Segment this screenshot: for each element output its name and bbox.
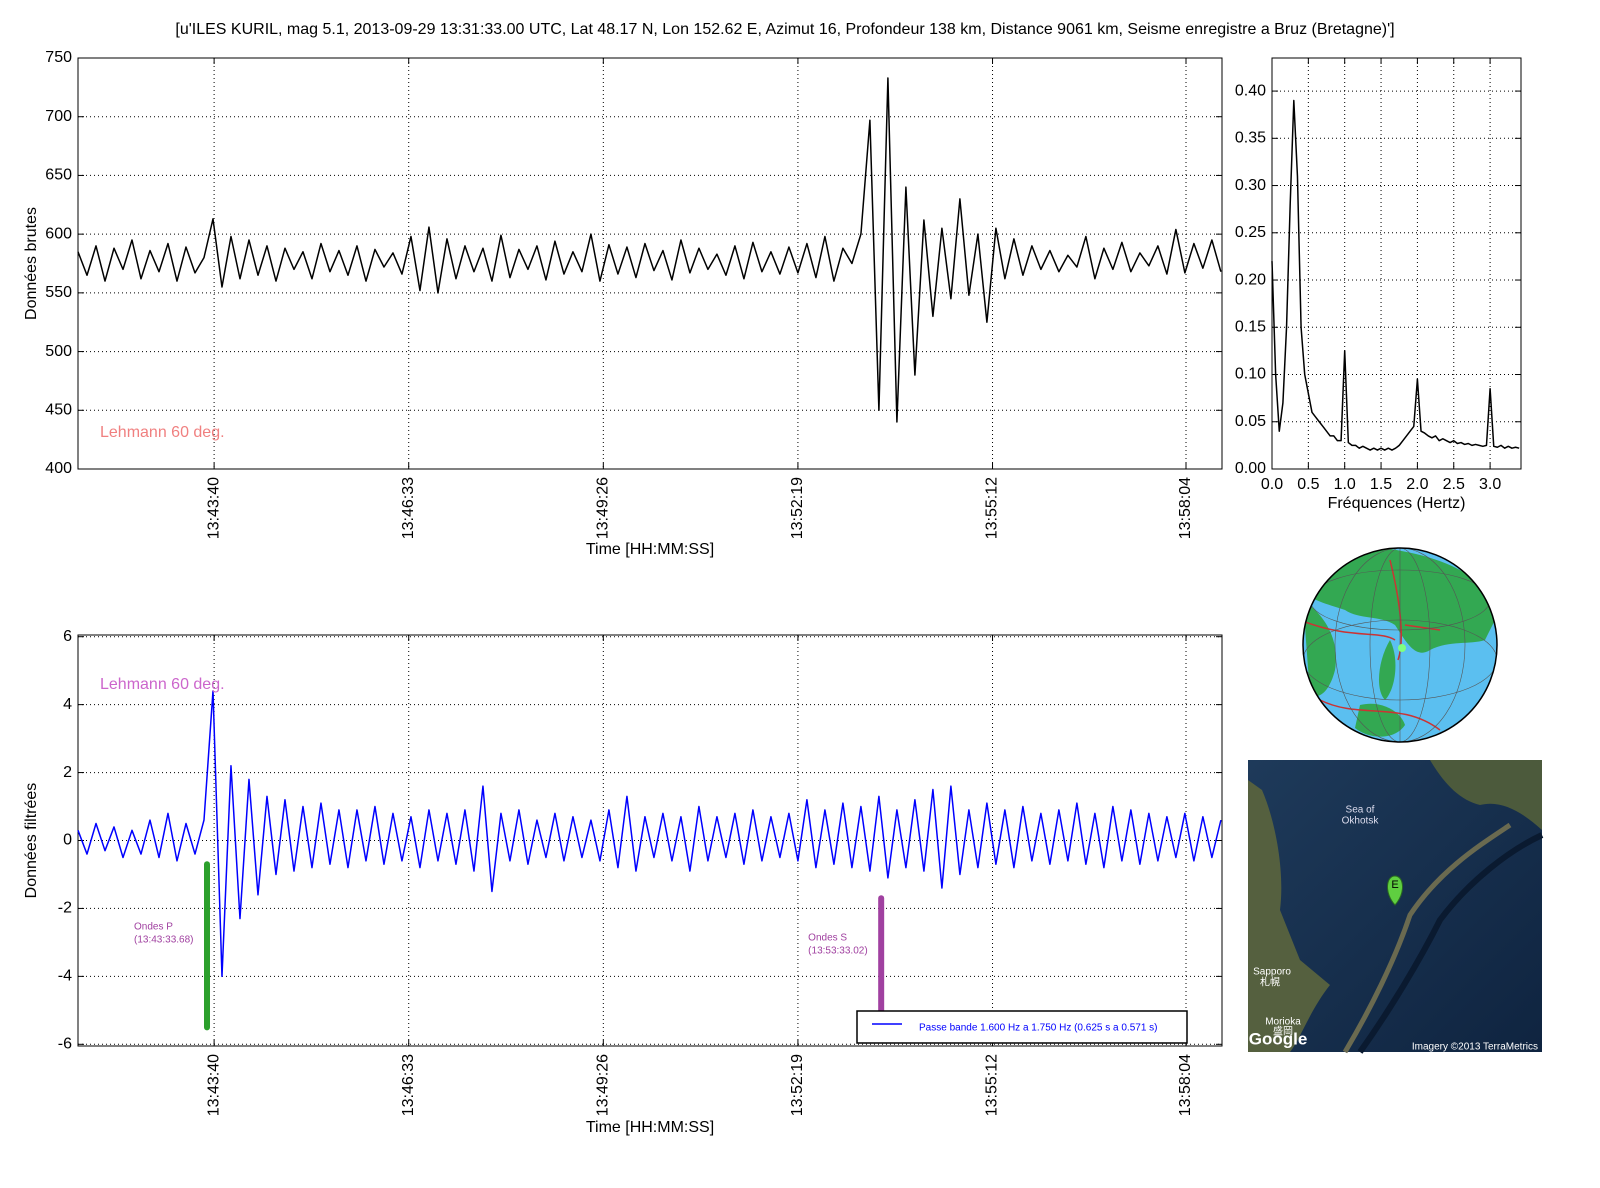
y-tick-label: 0.10 xyxy=(1235,366,1266,383)
x-tick-label: 2.5 xyxy=(1443,476,1465,493)
x-tick-label: 13:55:12 xyxy=(984,477,1001,539)
y-tick-label: 0.00 xyxy=(1235,460,1266,477)
series-line xyxy=(77,77,1222,423)
y-tick-label: -2 xyxy=(58,900,72,917)
x-tick-label: 13:52:19 xyxy=(789,1054,806,1116)
globe xyxy=(1302,547,1498,743)
x-axis-label: Time [HH:MM:SS] xyxy=(586,541,714,558)
x-tick-label: 13:49:26 xyxy=(595,1054,612,1116)
x-tick-label: 13:43:40 xyxy=(205,1054,222,1116)
y-tick-label: 0.30 xyxy=(1235,177,1266,194)
phase-label: Ondes S xyxy=(808,933,847,944)
land xyxy=(1378,640,1396,700)
y-tick-label: 400 xyxy=(45,460,72,477)
plate-boundary xyxy=(1303,559,1441,731)
y-tick-label: 2 xyxy=(63,764,72,781)
map-trench xyxy=(1357,832,1544,1054)
x-tick-label: 0.5 xyxy=(1297,476,1319,493)
x-tick-label: 2.0 xyxy=(1406,476,1428,493)
x-tick-label: 13:55:12 xyxy=(984,1054,1001,1116)
annotation: Lehmann 60 deg. xyxy=(100,424,225,441)
series-line xyxy=(77,690,1222,978)
map-label: Sea of xyxy=(1346,805,1375,816)
legend-label: Passe bande 1.600 Hz a 1.750 Hz (0.625 s… xyxy=(919,1023,1158,1034)
x-tick-label: 3.0 xyxy=(1479,476,1501,493)
y-tick-label: 650 xyxy=(45,167,72,184)
x-tick-label: 13:46:33 xyxy=(400,1054,417,1116)
y-tick-label: 0.15 xyxy=(1235,318,1266,335)
y-axis-label: Données brutes xyxy=(23,207,40,320)
plot-frame xyxy=(1271,57,1522,470)
series-line xyxy=(1271,99,1520,451)
x-tick-label: 13:46:33 xyxy=(400,477,417,539)
map-label: Morioka xyxy=(1265,1017,1301,1028)
y-tick-label: 550 xyxy=(45,284,72,301)
map-label: 札幌 xyxy=(1260,976,1280,989)
y-tick-label: 600 xyxy=(45,225,72,242)
map-islands xyxy=(1342,822,1512,1054)
phase-label: Ondes P xyxy=(134,922,173,933)
legend-box xyxy=(856,1010,1188,1044)
phase-time: (13:53:33.02) xyxy=(808,946,868,957)
y-tick-label: 0.40 xyxy=(1235,82,1266,99)
map-pin xyxy=(1387,875,1403,906)
map-land xyxy=(1248,780,1330,1052)
x-tick-label: 13:58:04 xyxy=(1177,477,1194,539)
y-tick-label: -6 xyxy=(58,1036,72,1053)
plot-frame xyxy=(77,57,1223,470)
y-axis-label: Données filtrées xyxy=(23,783,40,899)
x-tick-label: 13:49:26 xyxy=(595,477,612,539)
map: Sea of Okhotsk Sapporo 札幌 Morioka 盛岡 E G… xyxy=(1248,760,1544,1054)
y-tick-label: -4 xyxy=(58,968,72,985)
map-label: Okhotsk xyxy=(1342,816,1380,827)
x-tick-label: 13:43:40 xyxy=(205,477,222,539)
x-tick-label: 1.5 xyxy=(1370,476,1392,493)
x-tick-label: 1.0 xyxy=(1334,476,1356,493)
y-tick-label: 0.20 xyxy=(1235,271,1266,288)
map-label: Sapporo xyxy=(1253,967,1291,978)
x-tick-label: 13:58:04 xyxy=(1177,1054,1194,1116)
chart-title: [u'ILES KURIL, mag 5.1, 2013-09-29 13:31… xyxy=(175,21,1394,38)
y-tick-label: 700 xyxy=(45,108,72,125)
y-tick-label: 0.05 xyxy=(1235,413,1266,430)
map-label: 盛岡 xyxy=(1273,1025,1293,1038)
x-tick-label: 13:52:19 xyxy=(789,477,806,539)
y-tick-label: 0.35 xyxy=(1235,130,1266,147)
map-logo: Google xyxy=(1249,1029,1308,1048)
y-tick-label: 750 xyxy=(45,49,72,66)
y-tick-label: 450 xyxy=(45,402,72,419)
event-marker xyxy=(1398,644,1406,652)
y-tick-label: 4 xyxy=(63,696,72,713)
x-axis-label: Fréquences (Hertz) xyxy=(1328,495,1466,512)
map-credit: Imagery ©2013 TerraMetrics xyxy=(1412,1042,1538,1053)
map-pin-label: E xyxy=(1391,879,1398,891)
y-tick-label: 500 xyxy=(45,343,72,360)
y-tick-label: 6 xyxy=(63,628,72,645)
phase-time: (13:43:33.68) xyxy=(134,935,194,946)
x-axis-label: Time [HH:MM:SS] xyxy=(586,1119,714,1136)
y-tick-label: 0.25 xyxy=(1235,224,1266,241)
annotation: Lehmann 60 deg. xyxy=(100,676,225,693)
y-tick-label: 0 xyxy=(63,832,72,849)
map-land xyxy=(1430,760,1542,830)
x-tick-label: 0.0 xyxy=(1261,476,1283,493)
